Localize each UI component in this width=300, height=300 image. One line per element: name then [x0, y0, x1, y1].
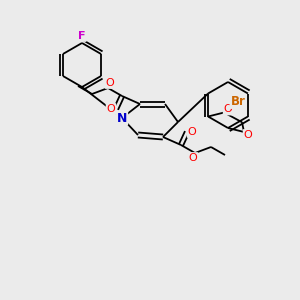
Text: F: F — [78, 31, 86, 41]
Text: O: O — [106, 104, 116, 114]
Text: O: O — [244, 130, 252, 140]
Text: Br: Br — [230, 95, 245, 108]
Text: O: O — [106, 78, 114, 88]
Text: O: O — [189, 153, 197, 163]
Text: N: N — [117, 112, 127, 124]
Text: O: O — [188, 127, 196, 137]
Text: O: O — [224, 104, 233, 115]
